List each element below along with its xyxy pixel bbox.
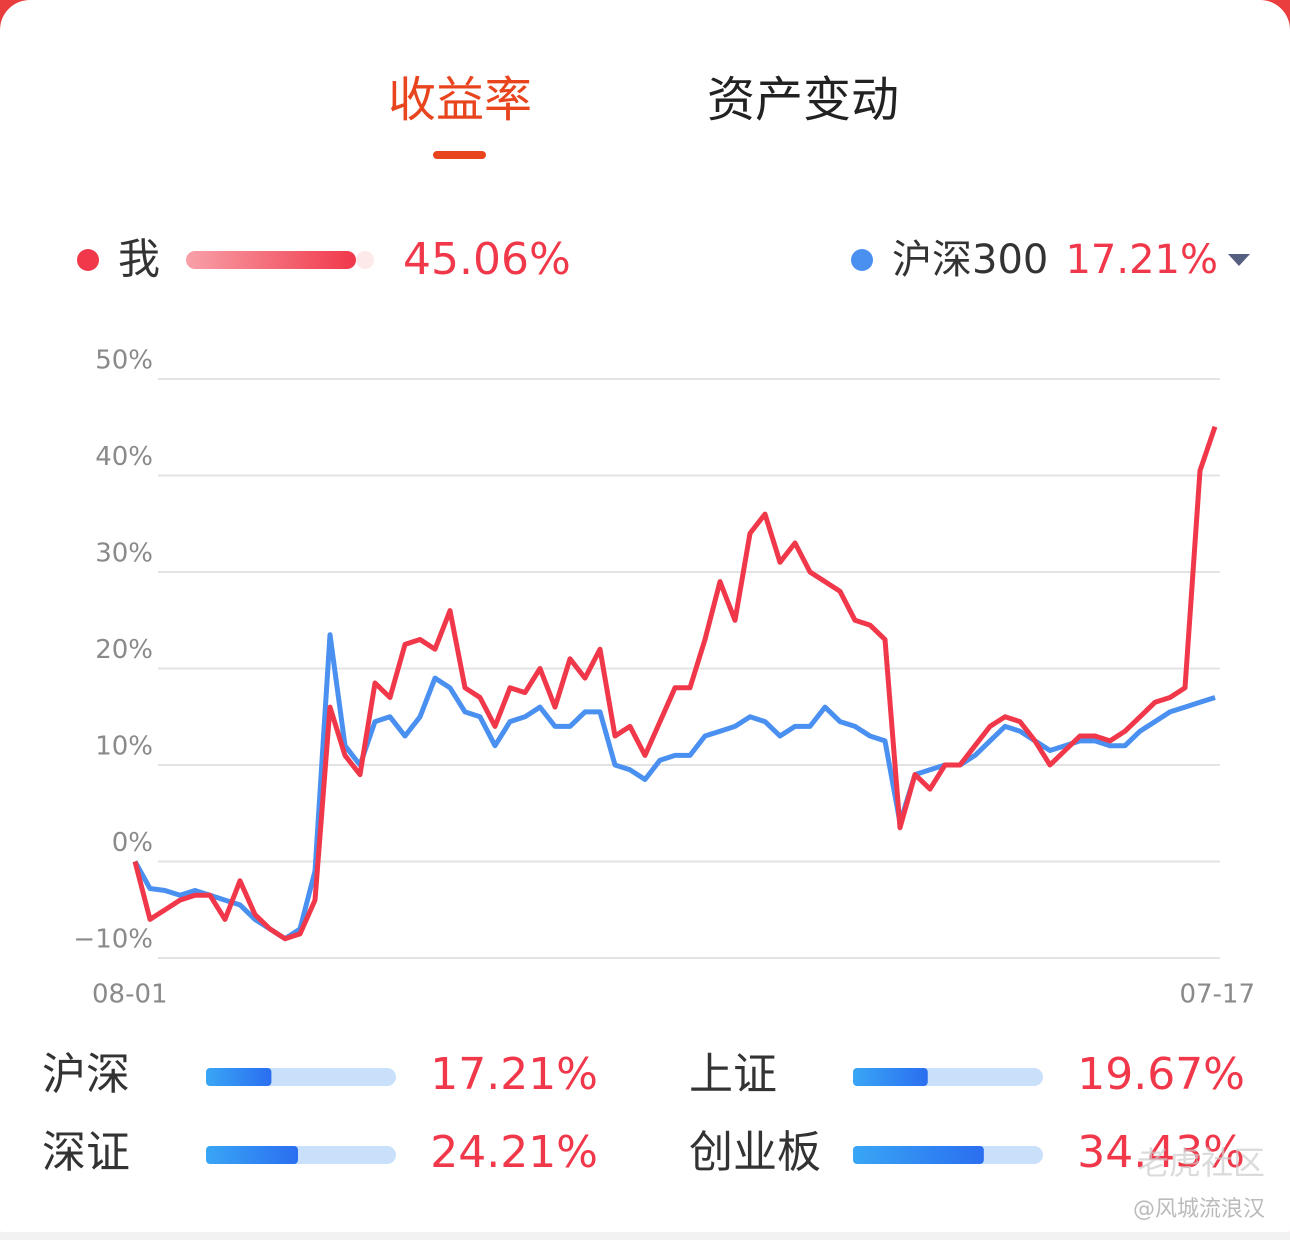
watermark-user: @风城流浪汉 — [1133, 1197, 1265, 1222]
benchmark-value: 34.43% — [1077, 1127, 1245, 1178]
benchmark-bar — [853, 1068, 928, 1086]
benchmark-value: 17.21% — [430, 1049, 598, 1100]
tabs: 收益率 资产变动 — [388, 72, 899, 128]
benchmark-bar — [853, 1146, 984, 1164]
watermark-site: 老虎社区 — [1137, 1144, 1265, 1182]
dropdown-arrow[interactable] — [1228, 254, 1250, 266]
legend-bar — [186, 251, 356, 269]
benchmark-bar — [206, 1068, 272, 1086]
legend-bar-tail — [356, 251, 374, 269]
legend-value: 45.06% — [403, 234, 571, 285]
benchmark-name: 深证 — [42, 1127, 130, 1178]
benchmark-value: 19.67% — [1077, 1049, 1245, 1100]
y-tick-label: 20% — [95, 635, 153, 665]
y-tick-label: 30% — [95, 539, 153, 569]
y-tick-label: 50% — [95, 346, 153, 376]
benchmark-value: 24.21% — [430, 1127, 598, 1178]
benchmark-bar — [206, 1146, 298, 1164]
series-line — [132, 425, 1218, 942]
y-tick-label: 10% — [95, 732, 153, 762]
chart: −10% 0% 10% 20% 30% 40% 50% 08-01 07-17 — [73, 346, 1255, 1010]
legend-dot — [851, 249, 873, 271]
bottom-strip — [0, 1232, 1290, 1240]
y-tick-label: 40% — [95, 442, 153, 472]
legend-label: 沪深300 — [892, 237, 1048, 283]
y-tick-label: −10% — [73, 925, 153, 955]
legend-label: 我 — [118, 235, 160, 284]
x-tick-label: 07-17 — [1179, 980, 1255, 1010]
benchmarks: 沪深 17.21% 上证 19.67% 深证 24.21% 创业板 34.43% — [42, 1049, 1245, 1178]
legend-value: 17.21% — [1065, 237, 1218, 283]
y-tick-label: 0% — [112, 828, 153, 858]
benchmark-name: 沪深 — [42, 1049, 130, 1100]
tab[interactable]: 资产变动 — [707, 72, 899, 128]
tab[interactable]: 收益率 — [388, 72, 532, 128]
benchmark-name: 上证 — [689, 1049, 777, 1100]
legend-dot — [77, 249, 99, 271]
benchmark-name: 创业板 — [689, 1127, 821, 1178]
tab-indicator — [433, 151, 486, 159]
x-tick-label: 08-01 — [92, 980, 168, 1010]
